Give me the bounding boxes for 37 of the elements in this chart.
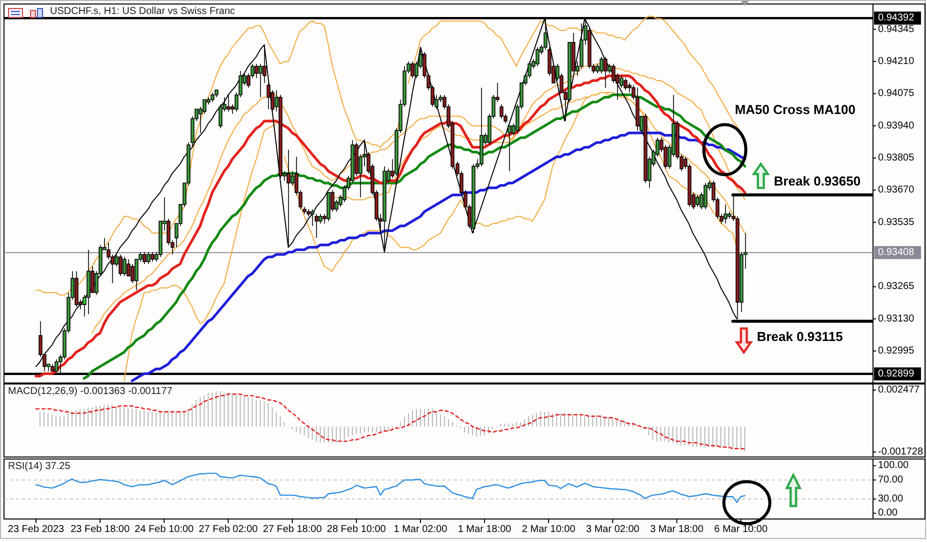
x-tick-label: 23 Feb 18:00 <box>70 524 130 535</box>
y-tick-label: 30.00 <box>878 493 904 504</box>
x-tick-label: 1 Mar 18:00 <box>458 524 512 535</box>
y-tick-label: 0.93805 <box>878 152 915 164</box>
x-tick-label: 2 Mar 10:00 <box>522 524 576 535</box>
ref-line-label: 0.92899 <box>878 368 915 380</box>
x-tick-label: 6 Mar 10:00 <box>714 524 768 535</box>
y-tick-label: 100.00 <box>878 460 910 472</box>
y-tick-label: 0.94345 <box>878 24 915 35</box>
chart-title: MACD(12,26,9) -0.001363 -0.001177 <box>8 386 173 397</box>
annotation: Break 0.93650 <box>774 173 861 188</box>
annotation: Break 0.93115 <box>756 328 843 344</box>
x-tick-label: 23 Feb 2023 <box>8 524 65 535</box>
y-tick-label: 0.93265 <box>878 281 915 292</box>
y-tick-label: 0.93130 <box>878 313 915 324</box>
y-tick-label: 0.94075 <box>878 88 915 100</box>
y-tick-label: 0.92995 <box>878 346 915 357</box>
x-tick-label: 24 Feb 10:00 <box>134 524 194 535</box>
chart-title: RSI(14) 37.25 <box>8 461 71 472</box>
x-tick-label: 27 Feb 18:00 <box>262 524 322 535</box>
y-tick-label: 0.002477 <box>878 384 920 396</box>
y-tick-label: 0.93940 <box>878 120 915 132</box>
y-tick-label: 0.93670 <box>878 184 915 196</box>
y-tick-label: 0.94210 <box>878 56 915 67</box>
y-tick-label: 70.00 <box>878 474 904 486</box>
x-tick-label: 3 Mar 02:00 <box>586 524 640 535</box>
ref-line-label: 0.94392 <box>878 12 915 24</box>
y-tick-label: -0.001728 <box>878 446 924 458</box>
y-tick-label: 0.93535 <box>878 216 915 228</box>
ref-line-label: 0.93408 <box>878 247 915 258</box>
chart-title: USDCHF.s, H1: US Dollar vs Swiss Franc <box>50 6 236 17</box>
x-tick-label: 27 Feb 02:00 <box>198 524 258 535</box>
x-tick-label: 1 Mar 02:00 <box>394 524 448 535</box>
annotation: MA50 Cross MA100 <box>734 102 856 118</box>
x-tick-label: 3 Mar 18:00 <box>650 524 704 535</box>
x-tick-label: 28 Feb 10:00 <box>326 524 386 535</box>
y-tick-label: 0.00 <box>878 508 898 519</box>
